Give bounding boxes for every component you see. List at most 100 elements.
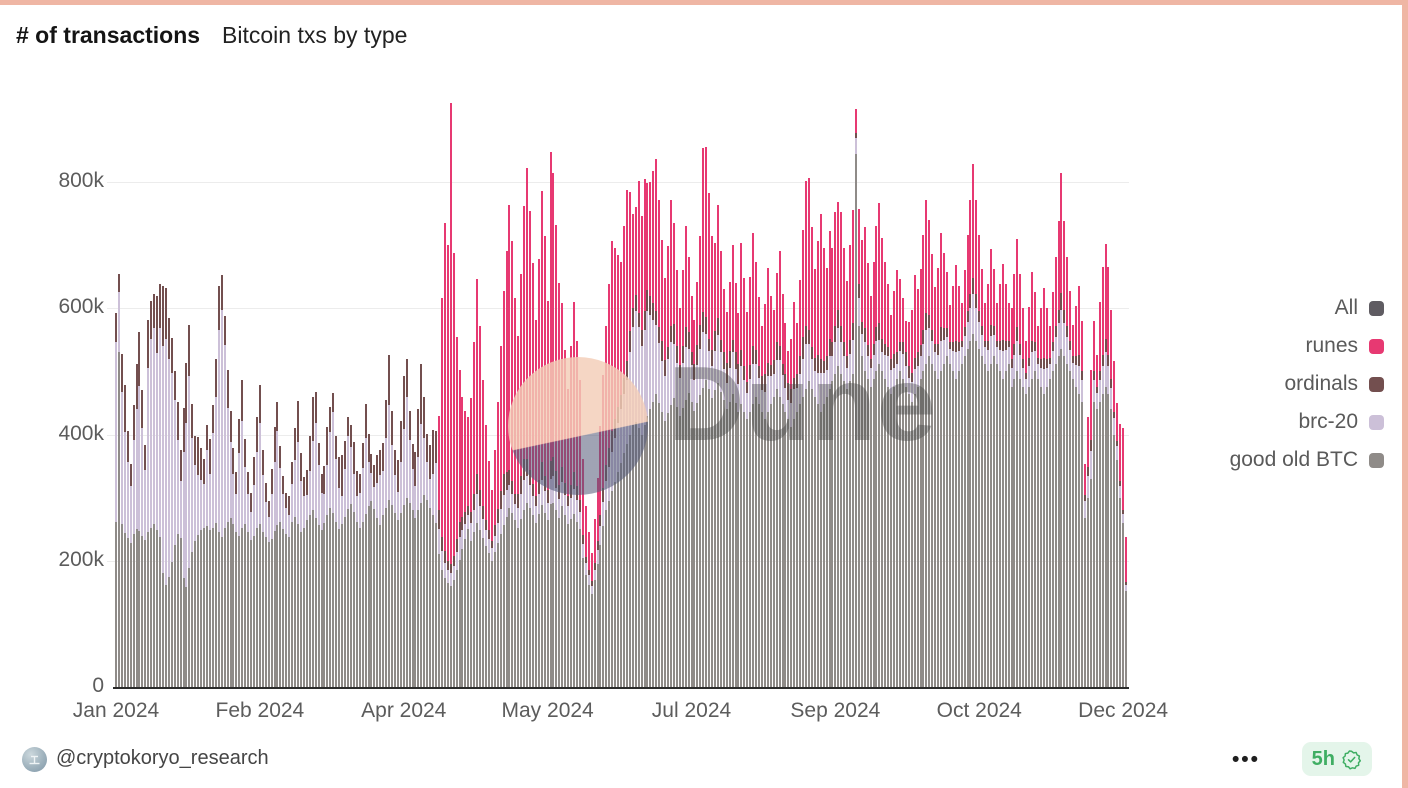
daily-bar: [420, 363, 422, 687]
daily-bar: [300, 452, 302, 687]
daily-bar: [323, 466, 325, 687]
daily-bar: [1008, 303, 1010, 687]
daily-bar: [834, 212, 836, 687]
x-tick-label: Jul 2024: [651, 699, 732, 722]
daily-bar: [664, 277, 666, 687]
daily-bar: [423, 397, 425, 687]
daily-bar: [608, 283, 610, 687]
y-tick-label: 400k: [58, 421, 104, 445]
daily-bar: [1019, 274, 1021, 687]
gridline: [107, 182, 1129, 183]
daily-bar: [1049, 325, 1051, 687]
daily-bar: [735, 283, 737, 687]
daily-bar: [162, 286, 164, 687]
daily-bar: [221, 274, 223, 687]
daily-bar: [870, 295, 872, 687]
daily-bar: [259, 385, 261, 687]
daily-bar: [793, 301, 795, 687]
daily-bar: [194, 436, 196, 687]
legend-item-good-old-btc[interactable]: good old BTC: [1230, 441, 1384, 479]
daily-bar: [1113, 361, 1115, 687]
daily-bar: [362, 442, 364, 687]
daily-bar: [737, 313, 739, 687]
daily-bar: [1022, 308, 1024, 687]
daily-bar: [1066, 256, 1068, 687]
daily-bar: [136, 364, 138, 687]
author-handle[interactable]: @cryptokoryo_research: [56, 747, 269, 769]
daily-bar: [215, 358, 217, 687]
daily-bar: [984, 303, 986, 687]
daily-bar: [605, 325, 607, 687]
daily-bar: [846, 280, 848, 687]
chart-legend: All runes ordinals brc-20 good old BTC: [1230, 289, 1384, 479]
legend-item-brc-20[interactable]: brc-20: [1230, 403, 1384, 441]
daily-bar: [268, 501, 270, 687]
daily-bar: [579, 380, 581, 687]
daily-bar: [356, 471, 358, 687]
daily-bar: [899, 279, 901, 687]
daily-bar: [708, 193, 710, 687]
daily-bar: [582, 459, 584, 687]
daily-bar: [1063, 221, 1065, 687]
daily-bar: [996, 303, 998, 687]
daily-bar: [485, 425, 487, 687]
daily-bar: [873, 261, 875, 687]
daily-bar: [620, 262, 622, 687]
daily-bar: [294, 428, 296, 687]
daily-bar: [1046, 308, 1048, 687]
daily-bar: [500, 346, 502, 687]
daily-bar: [168, 317, 170, 687]
daily-bar: [934, 286, 936, 687]
daily-bar: [635, 206, 637, 687]
daily-bar: [823, 247, 825, 687]
daily-bar: [1002, 264, 1004, 687]
daily-bar: [696, 281, 698, 687]
daily-bar: [224, 316, 226, 687]
daily-bar: [849, 245, 851, 687]
freshness-badge[interactable]: 5h: [1301, 742, 1372, 776]
daily-bar: [309, 436, 311, 687]
daily-bar: [805, 180, 807, 687]
chart-plot: [115, 85, 1128, 687]
daily-bar: [212, 404, 214, 687]
daily-bar: [279, 445, 281, 687]
daily-bar: [946, 271, 948, 687]
daily-bar: [344, 440, 346, 687]
daily-bar: [138, 332, 140, 687]
legend-item-runes[interactable]: runes: [1230, 327, 1384, 365]
more-options-button[interactable]: •••: [1231, 748, 1260, 771]
daily-bar: [467, 417, 469, 687]
daily-bar: [394, 449, 396, 687]
y-tick-label: 0: [92, 674, 104, 697]
daily-bar: [855, 109, 857, 687]
legend-label: All: [1334, 296, 1358, 319]
daily-bar: [661, 240, 663, 687]
daily-bar: [368, 433, 370, 687]
daily-bar: [265, 483, 267, 687]
daily-bar: [552, 173, 554, 687]
daily-bar: [875, 226, 877, 687]
legend-item-all[interactable]: All: [1230, 289, 1384, 327]
daily-bar: [767, 267, 769, 687]
author-avatar[interactable]: [22, 747, 47, 772]
daily-bar: [1096, 355, 1098, 687]
daily-bar: [1116, 402, 1118, 687]
daily-bar: [373, 464, 375, 687]
daily-bar: [523, 206, 525, 687]
legend-item-ordinals[interactable]: ordinals: [1230, 365, 1384, 403]
daily-bar: [937, 267, 939, 687]
daily-bar: [594, 519, 596, 687]
daily-bar: [397, 460, 399, 687]
daily-bar: [547, 300, 549, 687]
daily-bar: [1069, 290, 1071, 687]
daily-bar: [1028, 307, 1030, 687]
daily-bar: [388, 354, 390, 687]
daily-bar: [227, 370, 229, 687]
daily-bar: [491, 490, 493, 687]
daily-bar: [955, 265, 957, 687]
daily-bar: [121, 353, 123, 687]
daily-bar: [720, 251, 722, 687]
daily-bar: [682, 270, 684, 687]
daily-bar: [417, 409, 419, 687]
